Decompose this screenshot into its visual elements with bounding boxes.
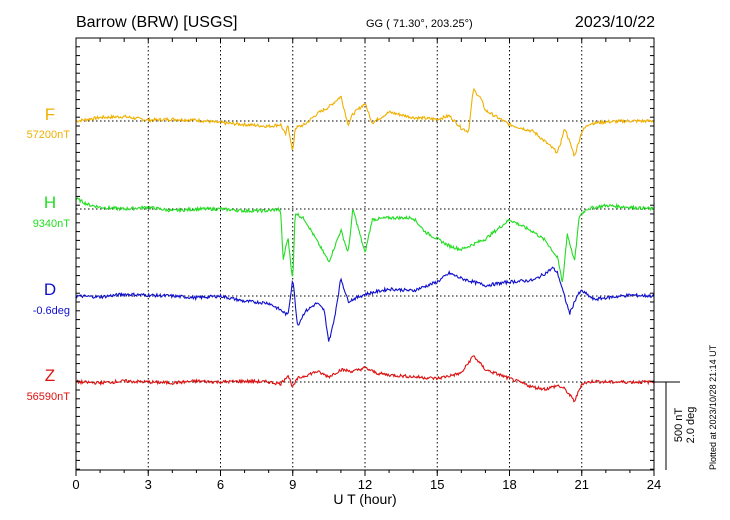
coords-label: GG ( 71.30°, 203.25°): [366, 18, 473, 30]
scale-bar-label-deg: 2.0 deg: [685, 407, 697, 444]
series-baseline-Z: 56590nT: [27, 391, 71, 403]
date-label: 2023/10/22: [575, 14, 655, 31]
scale-bar-label-nt: 500 nT: [673, 408, 685, 443]
series-line-Z: [75, 355, 655, 403]
series-name-F: F: [45, 105, 55, 124]
series-baseline-D: -0.6deg: [33, 305, 70, 317]
series-baseline-F: 57200nT: [27, 129, 71, 141]
series-name-H: H: [44, 193, 56, 212]
series-name-D: D: [44, 280, 56, 299]
x-tick-label: 6: [217, 477, 224, 492]
x-tick-label: 21: [575, 477, 589, 492]
x-tick-label: 24: [647, 477, 661, 492]
x-tick-label: 18: [502, 477, 516, 492]
x-axis: 0 3 6 9 12 15 18 21 24: [72, 37, 661, 492]
series-group: [75, 87, 655, 403]
grid: [147, 38, 583, 470]
series-baseline-H: 9340nT: [33, 218, 71, 230]
series-line-F: [75, 87, 655, 157]
plotted-timestamp: Plotted at 2023/10/28 21:14 UT: [708, 344, 718, 470]
x-tick-label: 12: [358, 477, 372, 492]
x-tick-label: 3: [145, 477, 152, 492]
series-line-H: [75, 197, 655, 283]
series-labels: F 57200nT H 9340nT D -0.6deg Z 56590nT: [27, 105, 71, 403]
x-tick-label: 15: [430, 477, 444, 492]
x-axis-label: U T (hour): [333, 491, 396, 507]
series-line-D: [75, 266, 655, 342]
scale-bar: 500 nT 2.0 deg: [654, 381, 697, 470]
station-title: Barrow (BRW) [USGS]: [76, 14, 238, 31]
x-tick-label: 0: [72, 477, 79, 492]
x-tick-label: 9: [289, 477, 296, 492]
series-name-Z: Z: [45, 366, 55, 385]
